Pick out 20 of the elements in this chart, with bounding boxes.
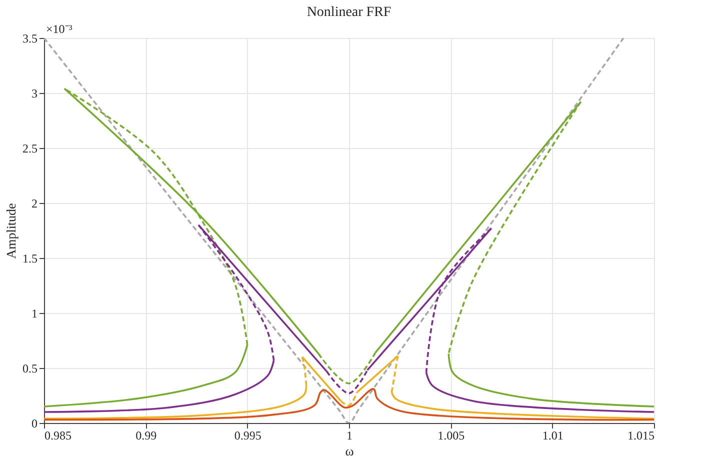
y-tick-label: 1 xyxy=(32,306,38,320)
y-axis-title: Amplitude xyxy=(4,202,18,259)
x-tick-label: 1.015 xyxy=(628,428,654,442)
x-axis-title: ω xyxy=(345,444,354,458)
x-tick-label: 1.005 xyxy=(438,428,465,442)
y-tick-label: 2 xyxy=(32,196,38,210)
chart-title: Nonlinear FRF xyxy=(306,5,392,20)
text: ×10⁻³ xyxy=(46,22,73,36)
y-tick-label: 0.5 xyxy=(22,362,38,376)
line-series xyxy=(44,388,654,421)
x-tick-label: 1.01 xyxy=(542,428,564,442)
y-tick-label: 1.5 xyxy=(22,252,38,266)
x-tick-label: 0.995 xyxy=(234,428,262,442)
x-tick-label: 1 xyxy=(346,428,352,442)
y-tick-label: 0 xyxy=(32,416,38,430)
x-tick-label: 0.99 xyxy=(136,428,157,442)
y-tick-label: 3 xyxy=(32,86,38,100)
x-tick-label: 0.985 xyxy=(44,428,72,442)
y-tick-label: 2.5 xyxy=(22,142,38,156)
y-tick-label: 3.5 xyxy=(22,32,38,46)
